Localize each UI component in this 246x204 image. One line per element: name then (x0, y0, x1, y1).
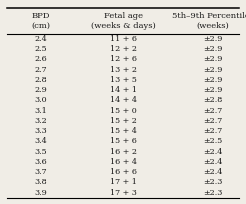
Text: 2.8: 2.8 (34, 76, 47, 84)
Text: 14 + 4: 14 + 4 (109, 96, 137, 104)
Text: ±2.3: ±2.3 (203, 189, 222, 197)
Text: 3.5: 3.5 (34, 148, 47, 156)
Text: 2.4: 2.4 (34, 35, 47, 43)
Text: 12 + 6: 12 + 6 (109, 55, 137, 63)
Text: 3.8: 3.8 (34, 178, 47, 186)
Text: ±2.7: ±2.7 (203, 127, 222, 135)
Text: 2.6: 2.6 (34, 55, 47, 63)
Text: 13 + 5: 13 + 5 (109, 76, 137, 84)
Text: 16 + 6: 16 + 6 (109, 168, 137, 176)
Text: ±2.9: ±2.9 (203, 45, 222, 53)
Text: 12 + 2: 12 + 2 (109, 45, 137, 53)
Text: 17 + 3: 17 + 3 (109, 189, 137, 197)
Text: Fetal age
(weeks & days): Fetal age (weeks & days) (91, 12, 155, 30)
Text: 3.3: 3.3 (34, 127, 47, 135)
Text: 5th–9th Percentiles
(weeks): 5th–9th Percentiles (weeks) (172, 12, 246, 30)
Text: 2.9: 2.9 (34, 86, 47, 94)
Text: ±2.4: ±2.4 (203, 148, 222, 156)
Text: 15 + 2: 15 + 2 (109, 117, 137, 125)
Text: ±2.7: ±2.7 (203, 117, 222, 125)
Text: ±2.9: ±2.9 (203, 35, 222, 43)
Text: 3.0: 3.0 (34, 96, 47, 104)
Text: 3.9: 3.9 (34, 189, 47, 197)
Text: ±2.7: ±2.7 (203, 107, 222, 115)
Text: 13 + 2: 13 + 2 (109, 65, 137, 74)
Text: 15 + 6: 15 + 6 (109, 137, 137, 145)
Text: 17 + 1: 17 + 1 (109, 178, 137, 186)
Text: 3.2: 3.2 (34, 117, 47, 125)
Text: ±2.9: ±2.9 (203, 76, 222, 84)
Text: 15 + 4: 15 + 4 (109, 127, 137, 135)
Text: 3.4: 3.4 (34, 137, 47, 145)
Text: 14 + 1: 14 + 1 (109, 86, 137, 94)
Text: ±2.9: ±2.9 (203, 55, 222, 63)
Text: ±2.4: ±2.4 (203, 158, 222, 166)
Text: ±2.3: ±2.3 (203, 178, 222, 186)
Text: 3.1: 3.1 (34, 107, 47, 115)
Text: ±2.4: ±2.4 (203, 168, 222, 176)
Text: 3.6: 3.6 (34, 158, 47, 166)
Text: 2.7: 2.7 (34, 65, 47, 74)
Text: 16 + 2: 16 + 2 (109, 148, 137, 156)
Text: ±2.9: ±2.9 (203, 65, 222, 74)
Text: ±2.5: ±2.5 (203, 137, 222, 145)
Text: ±2.8: ±2.8 (203, 96, 222, 104)
Text: 15 + 0: 15 + 0 (110, 107, 136, 115)
Text: 3.7: 3.7 (34, 168, 47, 176)
Text: 11 + 6: 11 + 6 (109, 35, 137, 43)
Text: ±2.9: ±2.9 (203, 86, 222, 94)
Text: 16 + 4: 16 + 4 (109, 158, 137, 166)
Text: BPD
(cm): BPD (cm) (31, 12, 50, 30)
Text: 2.5: 2.5 (34, 45, 47, 53)
